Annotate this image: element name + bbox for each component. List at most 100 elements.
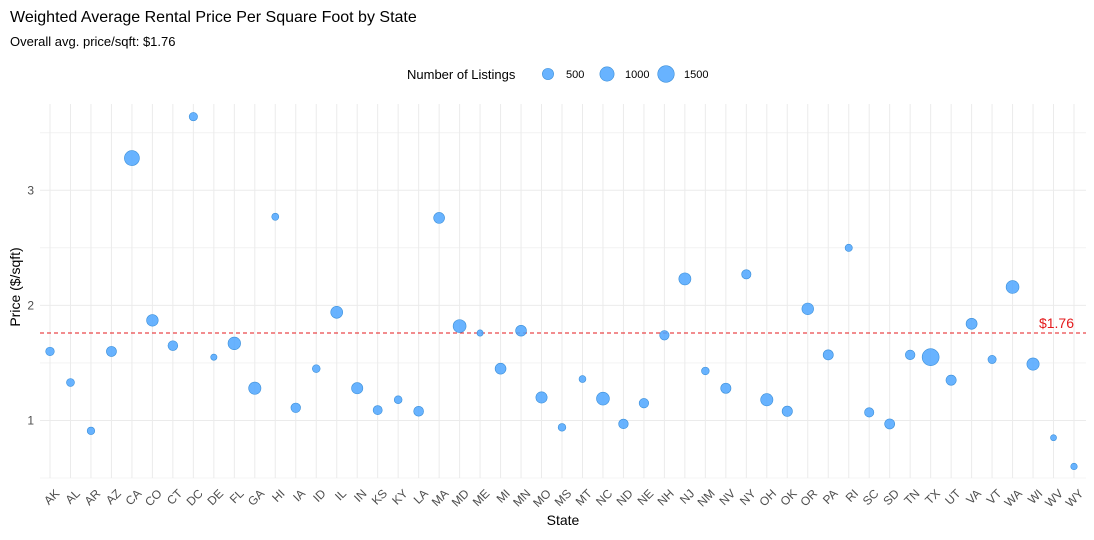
legend: Number of Listings 500 1000 1500	[407, 65, 708, 83]
data-point-fl	[227, 336, 241, 350]
x-tick-label: OK	[777, 486, 799, 508]
data-point-pa	[822, 349, 834, 361]
data-point-ca	[124, 150, 140, 166]
x-tick-label: VA	[963, 486, 984, 507]
data-points	[45, 112, 1078, 471]
x-tick-label: IL	[332, 486, 349, 503]
x-tick-label: MI	[494, 486, 513, 505]
data-point-tx	[921, 348, 940, 366]
x-tick-label: OH	[757, 486, 780, 509]
data-point-ne	[638, 398, 649, 409]
x-tick-label: MO	[530, 486, 554, 510]
data-point-az	[106, 346, 117, 357]
x-tick-label: MA	[429, 486, 452, 509]
data-point-nj	[678, 272, 692, 286]
legend-size-label: 1500	[684, 69, 708, 81]
x-tick-label: RI	[843, 486, 861, 504]
data-point-oh	[760, 393, 774, 407]
x-tick-label: NM	[695, 486, 718, 509]
y-axis-label: Price ($/sqft)	[7, 247, 23, 326]
x-tick-label: NJ	[677, 486, 697, 506]
data-point-ms	[557, 423, 567, 432]
x-tick-label: MS	[552, 486, 575, 509]
x-tick-label: MN	[510, 486, 533, 509]
data-point-or	[801, 302, 814, 315]
x-tick-label: AK	[41, 486, 62, 507]
x-tick-label: CA	[123, 486, 145, 508]
data-point-wy	[1070, 462, 1078, 471]
x-tick-label: HI	[269, 486, 287, 504]
x-tick-label: FL	[227, 486, 247, 506]
x-tick-label: MT	[573, 486, 596, 509]
x-tick-label: AZ	[103, 486, 124, 507]
chart-subtitle: Overall avg. price/sqft: $1.76	[10, 34, 175, 49]
x-tick-label: WI	[1025, 486, 1045, 506]
data-point-de	[210, 353, 218, 361]
x-tick-label: WA	[1002, 486, 1025, 509]
y-tick-label: 1	[27, 413, 34, 427]
reference-line-label: $1.76	[1039, 315, 1074, 331]
x-tick-label: ID	[310, 486, 329, 505]
data-point-hi	[271, 212, 280, 221]
legend-size-marker	[657, 65, 675, 83]
y-tick-labels: 1 2 3	[27, 183, 34, 427]
x-tick-label: KY	[389, 486, 410, 507]
x-tick-label: CO	[142, 486, 165, 509]
data-point-sd	[884, 418, 896, 430]
grid	[40, 104, 1086, 479]
x-tick-label: ME	[470, 486, 493, 509]
x-tick-label: MD	[449, 486, 472, 509]
x-tick-label: DC	[184, 486, 206, 508]
data-point-md	[452, 319, 467, 333]
x-tick-label: IA	[290, 486, 308, 504]
x-tick-label: OR	[797, 486, 820, 509]
legend-size-marker	[542, 68, 554, 80]
data-point-mn	[515, 324, 527, 337]
legend-items: 500 1000 1500	[542, 65, 708, 83]
x-tick-label: WY	[1063, 486, 1087, 510]
legend-size-label: 500	[566, 69, 584, 81]
x-tick-label: AR	[82, 486, 104, 508]
data-point-ct	[167, 340, 179, 351]
x-tick-label: SD	[880, 486, 902, 508]
data-point-la	[413, 406, 424, 417]
data-point-nc	[596, 391, 610, 406]
data-point-ut	[945, 374, 957, 386]
x-tick-label: LA	[411, 486, 431, 506]
x-axis-label: State	[547, 512, 580, 528]
reference-line-group: $1.76	[40, 315, 1086, 334]
data-point-nv	[720, 382, 732, 394]
data-point-al	[66, 378, 75, 387]
x-tick-label: CT	[164, 486, 186, 508]
data-point-wv	[1050, 434, 1057, 442]
data-point-ny	[741, 269, 752, 280]
x-tick-label: KS	[369, 486, 390, 507]
x-tick-label: NE	[635, 486, 657, 508]
x-tick-label: NV	[716, 486, 738, 508]
data-point-ga	[248, 381, 262, 395]
x-tick-label: TX	[922, 486, 943, 507]
x-tick-label: VT	[984, 486, 1005, 507]
data-point-nm	[701, 366, 710, 376]
data-point-ks	[372, 405, 383, 415]
data-point-co	[146, 314, 159, 327]
data-point-ok	[781, 405, 793, 417]
data-point-ar	[86, 426, 96, 435]
data-point-mt	[578, 375, 587, 383]
legend-size-label: 1000	[625, 69, 649, 81]
data-point-mi	[494, 362, 507, 375]
x-tick-label: AL	[63, 486, 84, 507]
data-point-ri	[844, 243, 853, 252]
x-tick-label: IN	[351, 486, 369, 504]
data-point-wi	[1026, 357, 1040, 371]
x-tick-label: DE	[204, 486, 226, 508]
data-point-ia	[290, 402, 301, 413]
x-tick-label: NY	[737, 486, 759, 508]
data-point-in	[351, 382, 364, 395]
x-tick-label: NC	[593, 486, 615, 508]
x-tick-label: NH	[655, 486, 677, 508]
data-point-ak	[45, 346, 55, 357]
x-tick-label: UT	[942, 486, 964, 508]
data-point-me	[476, 329, 484, 337]
